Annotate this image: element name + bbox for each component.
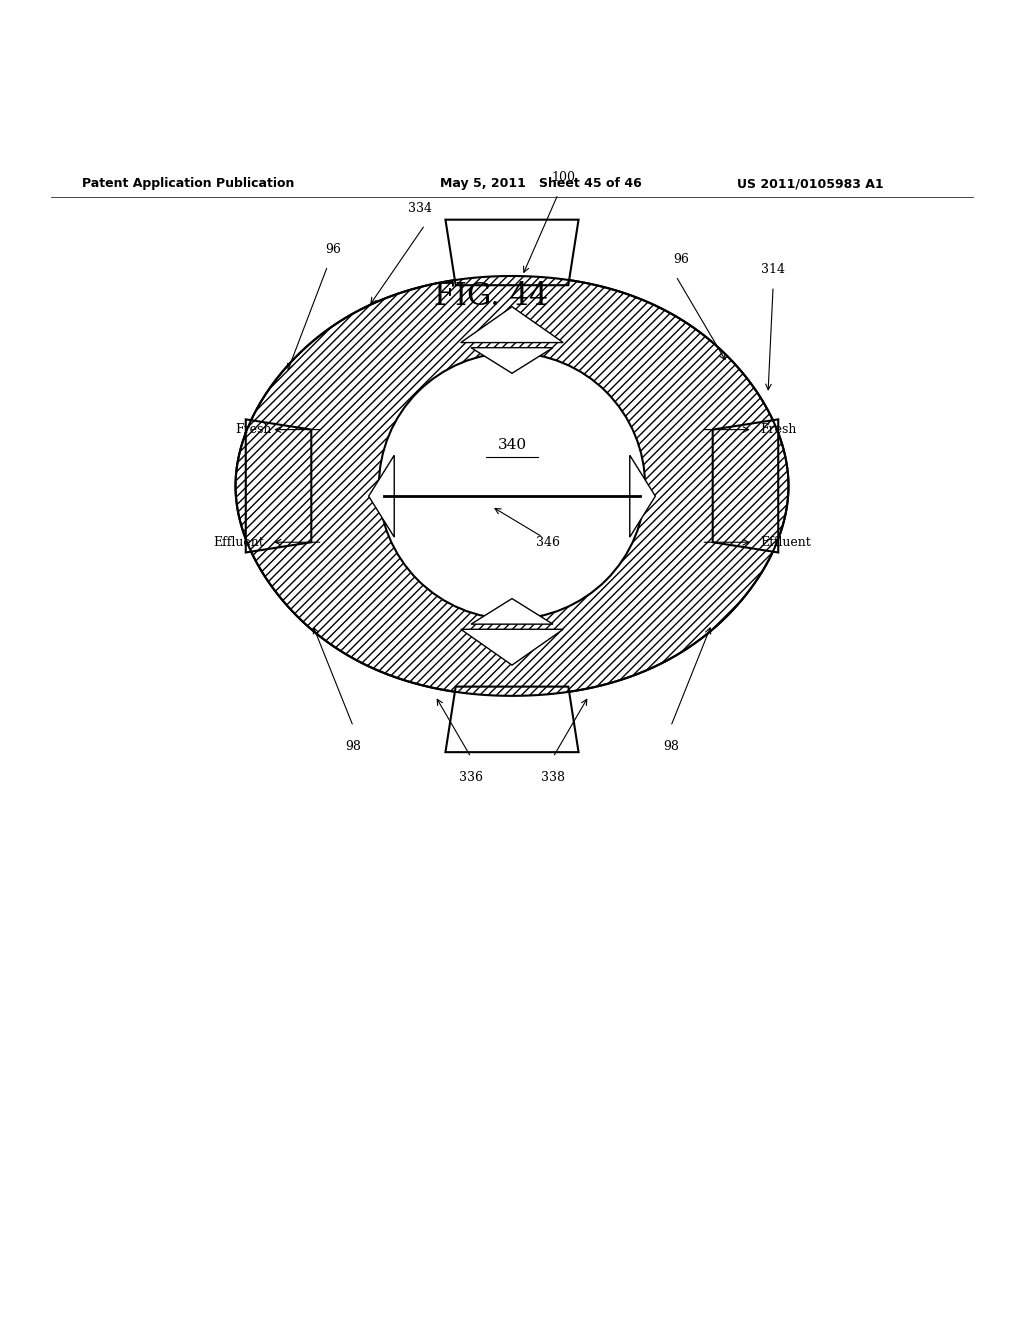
- Text: 338: 338: [541, 771, 565, 784]
- Polygon shape: [369, 455, 394, 537]
- Polygon shape: [471, 598, 553, 624]
- Text: 98: 98: [663, 741, 679, 752]
- Text: US 2011/0105983 A1: US 2011/0105983 A1: [737, 177, 884, 190]
- Polygon shape: [445, 686, 579, 752]
- Polygon shape: [236, 276, 788, 696]
- Polygon shape: [461, 630, 563, 665]
- Text: 336: 336: [459, 771, 483, 784]
- Text: 96: 96: [673, 252, 689, 265]
- Text: 334: 334: [408, 202, 432, 215]
- Text: 346: 346: [536, 536, 560, 549]
- Text: Fresh: Fresh: [760, 424, 797, 436]
- Text: Effluent: Effluent: [213, 536, 264, 549]
- Text: 98: 98: [345, 741, 361, 752]
- Text: 96: 96: [325, 243, 341, 256]
- Text: 340: 340: [498, 438, 526, 451]
- Circle shape: [379, 352, 645, 619]
- Polygon shape: [246, 420, 311, 553]
- Text: 100: 100: [551, 170, 575, 183]
- Text: 314: 314: [761, 263, 785, 276]
- Text: Fresh: Fresh: [234, 424, 271, 436]
- Text: Effluent: Effluent: [760, 536, 811, 549]
- Polygon shape: [630, 455, 655, 537]
- Text: FIG. 44: FIG. 44: [434, 281, 549, 312]
- Text: Patent Application Publication: Patent Application Publication: [82, 177, 294, 190]
- Polygon shape: [471, 347, 553, 374]
- Polygon shape: [461, 306, 563, 343]
- Polygon shape: [445, 219, 579, 285]
- Polygon shape: [713, 420, 778, 553]
- Text: May 5, 2011   Sheet 45 of 46: May 5, 2011 Sheet 45 of 46: [440, 177, 642, 190]
